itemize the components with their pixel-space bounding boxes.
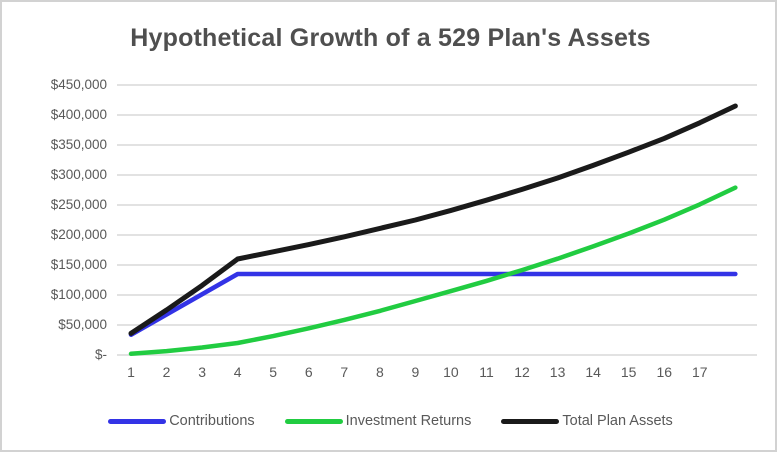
x-axis-tick-label: 12 bbox=[514, 364, 530, 380]
x-axis-tick-label: 4 bbox=[233, 364, 242, 380]
legend-item-contributions: Contributions bbox=[108, 413, 255, 429]
total-plan-assets-line-icon bbox=[501, 418, 560, 424]
x-axis-tick-label: 15 bbox=[620, 364, 637, 380]
y-axis-tick-label: $300,000 bbox=[50, 167, 107, 182]
x-axis-tick-label: 5 bbox=[269, 364, 278, 380]
series-line-investment-returns bbox=[128, 185, 738, 357]
legend-item-total-plan-assets: Total Plan Assets bbox=[501, 413, 673, 429]
x-axis-tick-label: 13 bbox=[549, 364, 566, 380]
y-axis-tick-label: $100,000 bbox=[50, 287, 107, 302]
investment-returns-line-icon bbox=[284, 418, 343, 424]
x-axis-tick-label: 17 bbox=[692, 364, 708, 380]
y-axis-tick-label: $- bbox=[94, 347, 107, 362]
x-axis-tick-label: 1 bbox=[127, 364, 135, 380]
legend-label: Total Plan Assets bbox=[562, 413, 673, 429]
series-line-total-plan-assets bbox=[128, 103, 738, 336]
y-axis-tick-label: $50,000 bbox=[58, 317, 107, 332]
chart-legend: Contributions Investment Returns Total P… bbox=[2, 413, 775, 429]
x-axis-tick-label: 14 bbox=[585, 364, 601, 380]
x-axis-tick-label: 3 bbox=[198, 364, 206, 380]
x-axis-tick-label: 2 bbox=[162, 364, 171, 380]
legend-label: Contributions bbox=[169, 413, 255, 429]
x-axis-tick-label: 16 bbox=[656, 364, 673, 380]
x-axis-tick-label: 8 bbox=[375, 364, 384, 380]
y-axis-tick-label: $200,000 bbox=[50, 227, 107, 242]
y-axis-tick-label: $450,000 bbox=[50, 77, 107, 92]
chart-title: Hypothetical Growth of a 529 Plan's Asse… bbox=[130, 24, 651, 52]
contributions-line-icon bbox=[108, 418, 167, 424]
y-axis-tick-label: $350,000 bbox=[50, 137, 107, 152]
x-axis-tick-label: 6 bbox=[304, 364, 313, 380]
y-axis-tick-label: $250,000 bbox=[50, 197, 107, 212]
legend-item-investment-returns: Investment Returns bbox=[284, 413, 472, 429]
x-axis-tick-label: 10 bbox=[443, 364, 459, 380]
y-axis-tick-label: $150,000 bbox=[50, 257, 107, 272]
gridlines bbox=[117, 84, 757, 356]
legend-label: Investment Returns bbox=[345, 413, 472, 429]
x-axis-tick-label: 9 bbox=[411, 364, 420, 380]
x-axis-tick-label: 11 bbox=[479, 364, 494, 380]
y-axis-tick-label: $400,000 bbox=[50, 107, 107, 122]
series-line-contributions bbox=[128, 271, 738, 337]
x-axis-tick-label: 7 bbox=[340, 364, 349, 380]
series-lines bbox=[128, 103, 738, 357]
